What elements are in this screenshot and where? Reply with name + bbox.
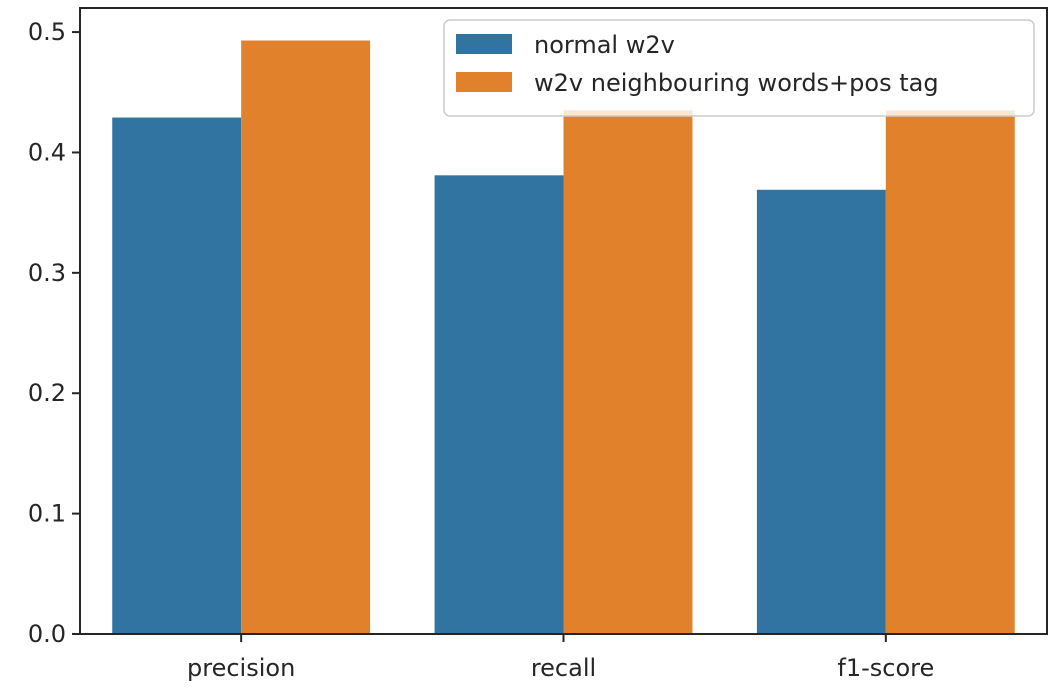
y-tick-label: 0.1 [28, 500, 66, 528]
bar-precision-series-1 [241, 40, 371, 634]
x-tick-label-recall: recall [531, 654, 596, 682]
axes-layer: 0.0 0.1 0.2 0.3 0.4 0.5 precision recall f1-scor… [28, 7, 1048, 682]
bar-f1-score-series-0 [756, 189, 886, 634]
x-tick-label-precision: precision [187, 654, 295, 682]
bars-layer [112, 40, 1015, 635]
bar-precision-series-0 [112, 117, 242, 635]
legend-box [443, 19, 1035, 117]
bar-recall-series-1 [563, 110, 693, 635]
legend-label-w2v-neighbouring: w2v neighbouring words+pos tag [534, 69, 939, 97]
legend: normal w2v w2v neighbouring words+pos ta… [443, 19, 1035, 117]
bar-f1-score-series-1 [885, 110, 1015, 635]
x-tick-label-f1-score: f1-score [837, 654, 934, 682]
y-tick-label: 0.3 [28, 259, 66, 287]
y-tick-label: 0.2 [28, 379, 66, 407]
legend-swatch-normal-w2v [456, 34, 512, 54]
y-tick-label: 0.0 [28, 620, 66, 648]
y-tick-label: 0.5 [28, 18, 66, 46]
y-tick-label: 0.4 [28, 138, 66, 166]
legend-swatch-w2v-neighbouring [456, 72, 512, 92]
legend-label-normal-w2v: normal w2v [534, 31, 675, 59]
bar-recall-series-0 [434, 175, 564, 635]
